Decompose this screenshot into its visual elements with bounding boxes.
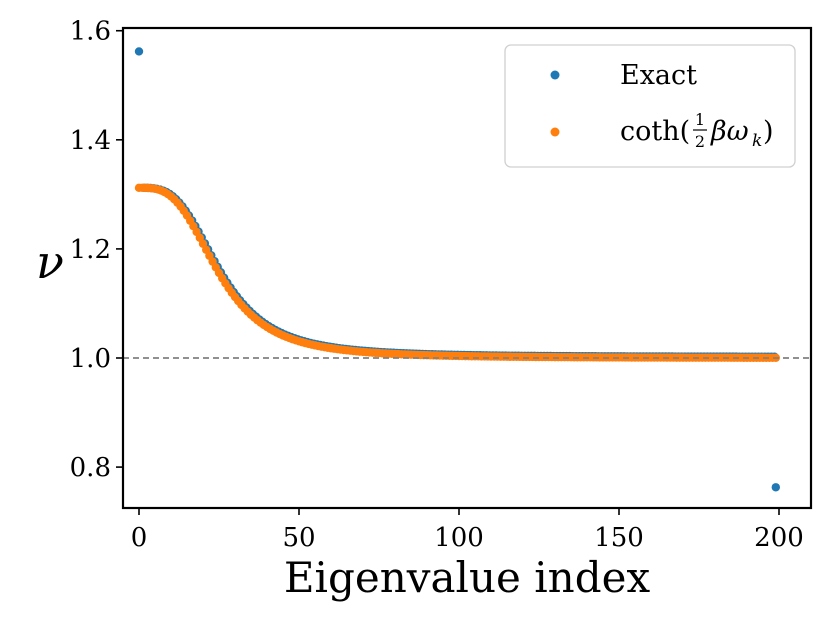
legend: Exact coth( 1 2 βω k ) [504,44,796,168]
x-axis-title: Eigenvalue index [284,553,651,602]
svg-text:βω: βω [710,116,749,147]
y-tick-label: 1.4 [70,126,111,156]
legend-half-denom: 2 [695,132,705,151]
svg-text:): ) [763,116,774,147]
x-tick-label: 50 [282,523,315,553]
svg-text:coth(: coth( [620,116,690,147]
y-tick-label: 1.6 [70,17,111,47]
legend-label-exact: Exact [620,60,697,91]
exact-point-199 [771,483,780,492]
legend-marker-exact [550,70,560,80]
x-tick-label: 200 [754,523,804,553]
y-axis-title: ν [36,235,64,289]
series-coth [134,183,780,362]
y-tick-label: 1.0 [70,344,111,374]
legend-label-coth: coth( 1 2 βω k ) [620,110,774,151]
y-tick-label: 0.8 [70,453,111,483]
legend-half-numer: 1 [695,110,705,129]
x-tick-label: 100 [434,523,484,553]
legend-box [504,44,796,168]
x-tick-label: 150 [594,523,644,553]
svg-text:k: k [752,131,762,151]
plot-frame [121,26,813,510]
legend-marker-coth [550,127,560,137]
exact-point-0 [134,47,144,56]
y-axis-ticks: 0.8 1.0 1.2 1.4 1.6 [70,17,123,483]
x-tick-label: 0 [131,523,148,553]
y-tick-label: 1.2 [70,235,111,265]
x-axis-ticks: 0 50 100 150 200 [131,508,804,553]
